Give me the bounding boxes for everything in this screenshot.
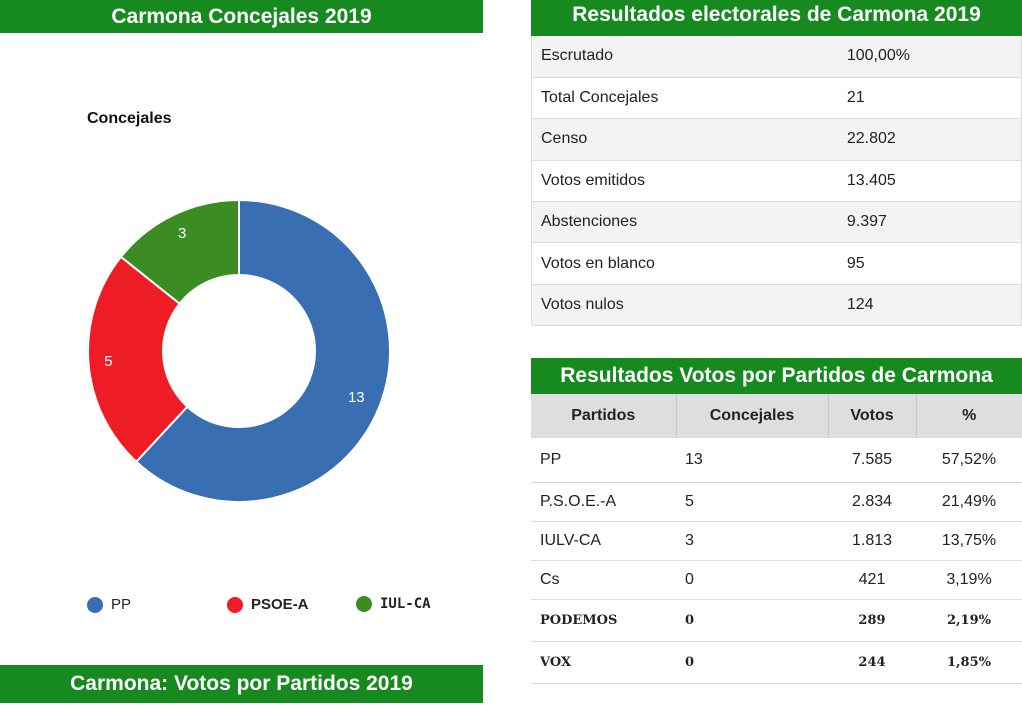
summary-value: 21 xyxy=(838,77,1022,120)
party-votes: 1.813 xyxy=(828,521,916,561)
party-pct: 13,75% xyxy=(916,521,1022,561)
party-votes: 244 xyxy=(828,641,916,684)
table-row: PODEMOS 0 289 2,19% xyxy=(531,599,1022,642)
party-pct: 2,19% xyxy=(916,599,1022,642)
column-header-pct[interactable]: % xyxy=(916,394,1022,438)
party-votes: 7.585 xyxy=(828,438,916,483)
table-row: IULV-CA 3 1.813 13,75% xyxy=(531,521,1022,561)
summary-value: 100,00% xyxy=(838,36,1022,78)
party-seats: 0 xyxy=(676,560,828,600)
legend-label-iu: IUL-CA xyxy=(380,596,431,612)
party-seats: 13 xyxy=(676,438,828,483)
votos-partidos-table-banner: Resultados Votos por Partidos de Carmona xyxy=(531,358,1022,394)
table-row: VOX 0 244 1,85% xyxy=(531,641,1022,684)
party-votes: 421 xyxy=(828,560,916,600)
summary-label: Escrutado xyxy=(531,36,839,78)
table-row: Cs 0 421 3,19% xyxy=(531,560,1022,600)
party-name: P.S.O.E.-A xyxy=(531,482,676,522)
legend-item-iu[interactable]: IUL-CA xyxy=(356,596,431,612)
party-votes: 289 xyxy=(828,599,916,642)
party-seats: 5 xyxy=(676,482,828,522)
table-row: Abstenciones 9.397 xyxy=(531,201,1022,244)
votos-partidos-banner: Carmona: Votos por Partidos 2019 xyxy=(0,665,483,703)
party-pct: 1,85% xyxy=(916,641,1022,684)
column-header-votos[interactable]: Votos xyxy=(828,394,917,438)
legend-item-psoe[interactable]: PSOE-A xyxy=(227,596,309,613)
party-results-table: Partidos Concejales Votos % PP 13 7.585 … xyxy=(531,394,1022,684)
table-row: Censo 22.802 xyxy=(531,118,1022,161)
summary-label: Votos en blanco xyxy=(531,242,839,285)
party-seats: 0 xyxy=(676,641,828,684)
summary-label: Total Concejales xyxy=(531,77,839,120)
party-name: PODEMOS xyxy=(531,599,676,642)
summary-table: Escrutado 100,00% Total Concejales 21 Cens… xyxy=(531,36,1022,327)
table-header-row: Partidos Concejales Votos % xyxy=(531,394,1022,438)
slice-label-pp: 13 xyxy=(348,389,365,406)
concejales-banner: Carmona Concejales 2019 xyxy=(0,0,483,33)
party-pct: 57,52% xyxy=(916,438,1022,483)
party-pct: 21,49% xyxy=(916,482,1022,522)
summary-label: Votos emitidos xyxy=(531,160,839,203)
resultados-banner: Resultados electorales de Carmona 2019 xyxy=(531,0,1022,36)
party-name: VOX xyxy=(531,641,676,684)
table-row: Votos nulos 124 xyxy=(531,284,1022,327)
legend-label-pp: PP xyxy=(111,596,132,613)
summary-label: Abstenciones xyxy=(531,201,839,244)
slice-label-iu: 3 xyxy=(178,225,186,242)
summary-label: Votos nulos xyxy=(531,284,839,327)
concejales-donut-chart: 13 5 3 xyxy=(87,198,391,503)
legend-dot-iu xyxy=(356,596,372,612)
table-row: PP 13 7.585 57,52% xyxy=(531,438,1022,483)
donut-slice-psoe[interactable] xyxy=(87,255,189,464)
party-name: IULV-CA xyxy=(531,521,676,561)
party-seats: 0 xyxy=(676,599,828,642)
legend-dot-psoe xyxy=(227,596,243,613)
donut-slice-iu[interactable] xyxy=(119,198,240,306)
chart-title: Concejales xyxy=(87,110,172,127)
column-header-partidos[interactable]: Partidos xyxy=(531,394,677,438)
legend-item-pp[interactable]: PP xyxy=(87,596,131,613)
column-header-concejales[interactable]: Concejales xyxy=(676,394,829,438)
summary-value: 22.802 xyxy=(838,118,1022,161)
summary-value: 95 xyxy=(838,242,1022,285)
table-row: Total Concejales 21 xyxy=(531,77,1022,120)
slice-label-psoe: 5 xyxy=(104,353,112,370)
summary-label: Censo xyxy=(531,118,839,161)
summary-value: 9.397 xyxy=(838,201,1022,244)
party-name: Cs xyxy=(531,560,676,600)
legend-dot-pp xyxy=(87,596,103,613)
party-name: PP xyxy=(531,438,676,483)
table-row: Votos en blanco 95 xyxy=(531,242,1022,285)
donut-slice-pp[interactable] xyxy=(134,198,391,503)
party-pct: 3,19% xyxy=(916,560,1022,600)
party-seats: 3 xyxy=(676,521,828,561)
table-row: Escrutado 100,00% xyxy=(531,36,1022,78)
legend-label-psoe: PSOE-A xyxy=(251,596,309,613)
party-votes: 2.834 xyxy=(828,482,916,522)
table-row: Votos emitidos 13.405 xyxy=(531,160,1022,203)
summary-value: 13.405 xyxy=(838,160,1022,203)
table-row: P.S.O.E.-A 5 2.834 21,49% xyxy=(531,482,1022,522)
summary-value: 124 xyxy=(838,284,1022,327)
